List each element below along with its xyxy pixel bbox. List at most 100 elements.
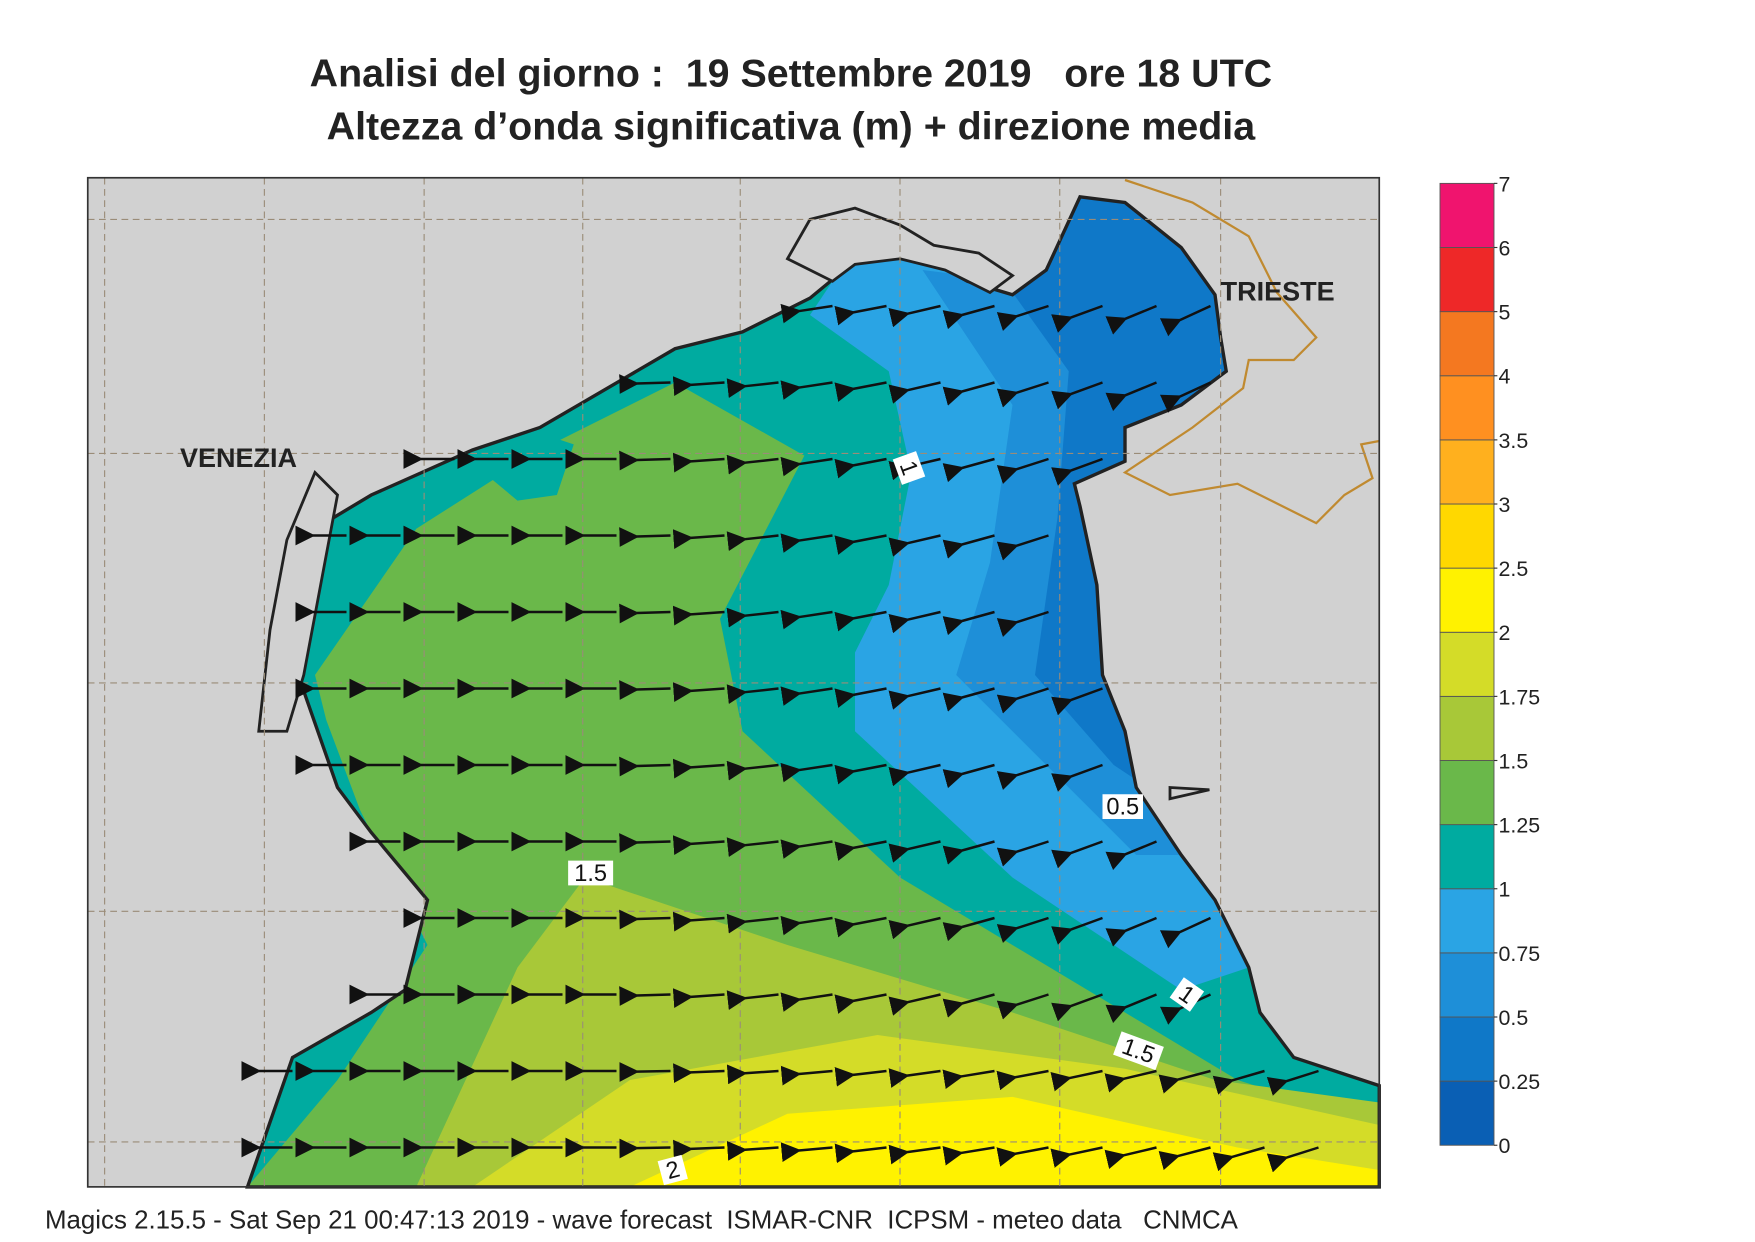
arrow bbox=[780, 1065, 833, 1086]
direction-arrows bbox=[241, 303, 1319, 1173]
footer: Magics 2.15.5 - Sat Sep 21 00:47:13 2019… bbox=[45, 1207, 1239, 1235]
arrow bbox=[1051, 763, 1103, 792]
arrow bbox=[1158, 1146, 1211, 1171]
contour-label: 1.5 bbox=[574, 861, 607, 887]
title-line: Altezza d’onda significativa (m) + direz… bbox=[327, 105, 1257, 149]
arrow bbox=[1051, 304, 1103, 333]
arrow bbox=[942, 916, 995, 942]
arrow bbox=[672, 376, 725, 396]
arrow bbox=[888, 687, 941, 710]
arrow bbox=[780, 839, 833, 859]
arrow bbox=[996, 993, 1049, 1020]
arrow bbox=[834, 610, 887, 632]
arrow bbox=[619, 603, 671, 624]
arrow bbox=[1051, 687, 1103, 716]
arrow bbox=[834, 534, 887, 555]
arrow bbox=[996, 304, 1049, 332]
arrow bbox=[942, 840, 995, 865]
arrow bbox=[888, 610, 941, 634]
arrow bbox=[726, 684, 779, 704]
arrow bbox=[726, 1140, 779, 1161]
arrow bbox=[996, 916, 1049, 944]
arrow bbox=[1105, 916, 1157, 947]
arrow bbox=[619, 680, 671, 700]
arrow bbox=[619, 1062, 671, 1082]
colorbar-box bbox=[1439, 952, 1495, 1018]
colorbar-label: 2 bbox=[1499, 621, 1511, 645]
arrow bbox=[726, 378, 779, 398]
arrow bbox=[834, 993, 887, 1014]
arrow bbox=[619, 909, 671, 930]
arrow bbox=[996, 381, 1049, 408]
arrow bbox=[942, 993, 995, 1018]
arrow bbox=[672, 529, 725, 549]
arrow bbox=[888, 916, 941, 940]
colorbar-box bbox=[1439, 439, 1495, 505]
colorbar-label: 1.25 bbox=[1499, 814, 1541, 838]
colorbar-label: 4 bbox=[1499, 365, 1511, 389]
arrow bbox=[780, 992, 833, 1012]
arrow bbox=[726, 913, 779, 934]
frame bbox=[86, 176, 1381, 1188]
colorbar-label: 0.5 bbox=[1499, 1006, 1529, 1030]
arrow bbox=[888, 1068, 941, 1088]
arrow bbox=[996, 763, 1049, 791]
arrow bbox=[942, 1145, 995, 1166]
arrow bbox=[1105, 993, 1157, 1024]
arrow bbox=[1051, 993, 1103, 1022]
arrow bbox=[888, 534, 941, 557]
colorbar-box bbox=[1439, 375, 1495, 441]
colorbar-box bbox=[1439, 695, 1495, 761]
arrow bbox=[726, 990, 779, 1010]
arrow bbox=[1158, 1069, 1211, 1094]
arrow bbox=[834, 304, 887, 326]
arrow bbox=[996, 534, 1049, 561]
arrow bbox=[1105, 840, 1157, 871]
arrow bbox=[619, 833, 671, 853]
arrow bbox=[672, 758, 725, 779]
colorbar-box bbox=[1439, 888, 1495, 954]
arrow bbox=[888, 840, 941, 863]
arrow bbox=[996, 457, 1049, 485]
arrow bbox=[619, 450, 671, 471]
arrow bbox=[619, 986, 671, 1006]
arrow bbox=[672, 452, 725, 473]
arrow bbox=[996, 1146, 1049, 1167]
arrow bbox=[1159, 916, 1212, 949]
arrow bbox=[834, 916, 887, 938]
place-label: VENEZIA bbox=[180, 443, 297, 473]
arrow bbox=[888, 993, 941, 1016]
arrow bbox=[673, 1139, 725, 1160]
arrow bbox=[996, 610, 1049, 638]
colorbar-box bbox=[1439, 631, 1495, 697]
colorbar-box bbox=[1439, 247, 1495, 313]
contour-label: 0.5 bbox=[1106, 795, 1139, 821]
colorbar-label: 5 bbox=[1499, 301, 1511, 325]
colorbar-label: 6 bbox=[1499, 236, 1511, 260]
arrow bbox=[619, 756, 671, 777]
arrow bbox=[1159, 304, 1212, 337]
arrow bbox=[726, 531, 779, 551]
colorbar-box bbox=[1439, 1080, 1495, 1146]
arrow bbox=[780, 533, 833, 553]
arrow bbox=[888, 381, 941, 404]
colorbar-label: 0 bbox=[1499, 1134, 1511, 1158]
arrow bbox=[780, 762, 833, 783]
colorbar-label: 3.5 bbox=[1499, 429, 1529, 453]
colorbar-label: 1.75 bbox=[1499, 685, 1541, 709]
colorbar-label: 3 bbox=[1499, 493, 1511, 517]
colorbar-box bbox=[1439, 182, 1495, 248]
arrow bbox=[996, 840, 1049, 867]
arrow bbox=[888, 304, 941, 328]
arrow bbox=[673, 1063, 725, 1084]
arrow bbox=[1212, 1069, 1265, 1095]
arrow bbox=[996, 1069, 1049, 1091]
place-label: TRIESTE bbox=[1221, 276, 1335, 306]
arrow bbox=[672, 605, 725, 626]
arrow bbox=[1159, 381, 1212, 413]
arrow bbox=[1051, 840, 1103, 869]
arrow bbox=[780, 303, 833, 324]
arrow bbox=[726, 760, 779, 781]
colorbar-label: 0.75 bbox=[1499, 942, 1541, 966]
colorbar-box bbox=[1439, 1016, 1495, 1082]
